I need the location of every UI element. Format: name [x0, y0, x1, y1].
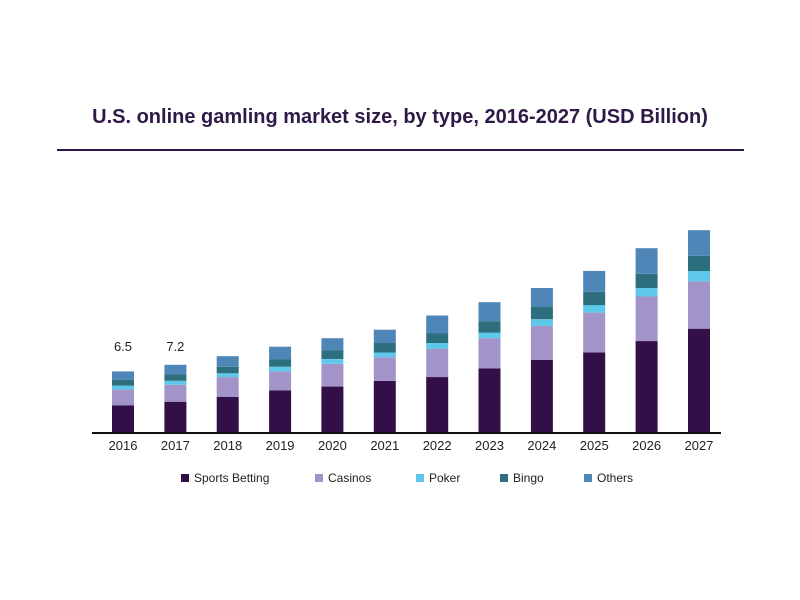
bar-casinos-2024	[530, 325, 553, 360]
bar-poker-2023	[478, 332, 501, 339]
bar-bingo-2024	[530, 306, 553, 320]
x-tick-2017: 2017	[161, 438, 190, 453]
bar-bingo-2023	[478, 321, 501, 333]
bar-others-2018	[216, 356, 239, 367]
bar-bingo-2018	[216, 366, 239, 374]
bar-poker-2018	[216, 373, 239, 378]
legend-label-poker: Poker	[429, 471, 460, 485]
legend-label-others: Others	[597, 471, 633, 485]
title-divider	[57, 149, 744, 151]
bar-bingo-2027	[688, 255, 710, 271]
bar-poker-2016	[112, 385, 134, 390]
x-tick-2025: 2025	[580, 438, 609, 453]
data-labels: 6.5 7.2	[114, 339, 184, 354]
bar-poker-2027	[688, 270, 710, 282]
bar-casinos-2025	[583, 312, 606, 353]
bar-casinos-2019	[269, 371, 292, 391]
bar-others-2019	[269, 346, 292, 359]
bar-others-2023	[478, 302, 501, 322]
bar-poker-2026	[635, 288, 658, 297]
x-tick-2022: 2022	[423, 438, 452, 453]
bar-casinos-2026	[635, 296, 658, 341]
x-tick-2023: 2023	[475, 438, 504, 453]
bar-poker-2024	[530, 319, 553, 326]
bar-bingo-2026	[635, 273, 658, 288]
legend-swatch-others	[584, 474, 592, 482]
bar-others-2026	[635, 248, 658, 274]
bars-layer	[112, 230, 710, 433]
bar-casinos-2016	[112, 389, 134, 406]
bar-sports-betting-2025	[583, 352, 606, 433]
x-tick-2018: 2018	[213, 438, 242, 453]
bar-others-2025	[583, 270, 606, 292]
chart-title: U.S. online gamling market size, by type…	[92, 106, 708, 128]
bar-poker-2017	[164, 380, 187, 385]
bar-sports-betting-2022	[426, 377, 449, 433]
bar-casinos-2017	[164, 384, 187, 402]
legend-label-sports-betting: Sports Betting	[194, 471, 269, 485]
legend-swatch-poker	[416, 474, 424, 482]
bar-sports-betting-2017	[164, 401, 187, 433]
bar-casinos-2022	[426, 348, 449, 377]
x-tick-2027: 2027	[684, 438, 713, 453]
bar-poker-2021	[373, 352, 396, 358]
bar-others-2022	[426, 315, 449, 334]
bar-bingo-2016	[112, 379, 134, 386]
bar-sports-betting-2019	[269, 390, 292, 433]
bar-others-2024	[530, 288, 553, 307]
x-tick-2024: 2024	[527, 438, 556, 453]
bar-casinos-2018	[216, 377, 239, 397]
bar-sports-betting-2016	[112, 405, 134, 433]
bar-poker-2019	[269, 366, 292, 372]
bar-bingo-2019	[269, 359, 292, 367]
legend: Sports Betting Casinos Poker Bingo Others	[181, 471, 633, 485]
bar-bingo-2017	[164, 374, 187, 381]
bar-casinos-2020	[321, 363, 344, 387]
bar-sports-betting-2021	[373, 380, 396, 433]
bar-sports-betting-2026	[635, 341, 658, 433]
bar-poker-2022	[426, 343, 449, 349]
legend-label-bingo: Bingo	[513, 471, 544, 485]
bar-sports-betting-2023	[478, 368, 501, 433]
x-tick-2026: 2026	[632, 438, 661, 453]
x-tick-2021: 2021	[370, 438, 399, 453]
data-label-2017: 7.2	[166, 339, 184, 354]
bar-sports-betting-2027	[688, 328, 710, 433]
bar-others-2017	[164, 364, 187, 375]
legend-swatch-casinos	[315, 474, 323, 482]
bar-casinos-2027	[688, 281, 710, 329]
bar-poker-2020	[321, 359, 344, 364]
bar-casinos-2023	[478, 338, 501, 369]
bar-bingo-2025	[583, 291, 606, 306]
legend-swatch-bingo	[500, 474, 508, 482]
bar-sports-betting-2020	[321, 386, 344, 433]
data-label-2016: 6.5	[114, 339, 132, 354]
x-tick-2016: 2016	[109, 438, 138, 453]
bar-bingo-2022	[426, 333, 449, 343]
bar-others-2016	[112, 371, 134, 380]
bar-bingo-2020	[321, 350, 344, 359]
x-tick-2019: 2019	[266, 438, 295, 453]
legend-label-casinos: Casinos	[328, 471, 371, 485]
legend-swatch-sports-betting	[181, 474, 189, 482]
x-tick-labels: 2016 2017 2018 2019 2020 2021 2022 2023 2024 2025…	[109, 438, 714, 453]
bar-others-2021	[373, 329, 396, 343]
x-tick-2020: 2020	[318, 438, 347, 453]
bar-sports-betting-2018	[216, 397, 239, 433]
bar-sports-betting-2024	[530, 360, 553, 433]
bar-poker-2025	[583, 305, 606, 313]
bar-bingo-2021	[373, 343, 396, 353]
bar-others-2027	[688, 230, 710, 256]
bar-casinos-2021	[373, 357, 396, 381]
bar-others-2020	[321, 338, 344, 351]
